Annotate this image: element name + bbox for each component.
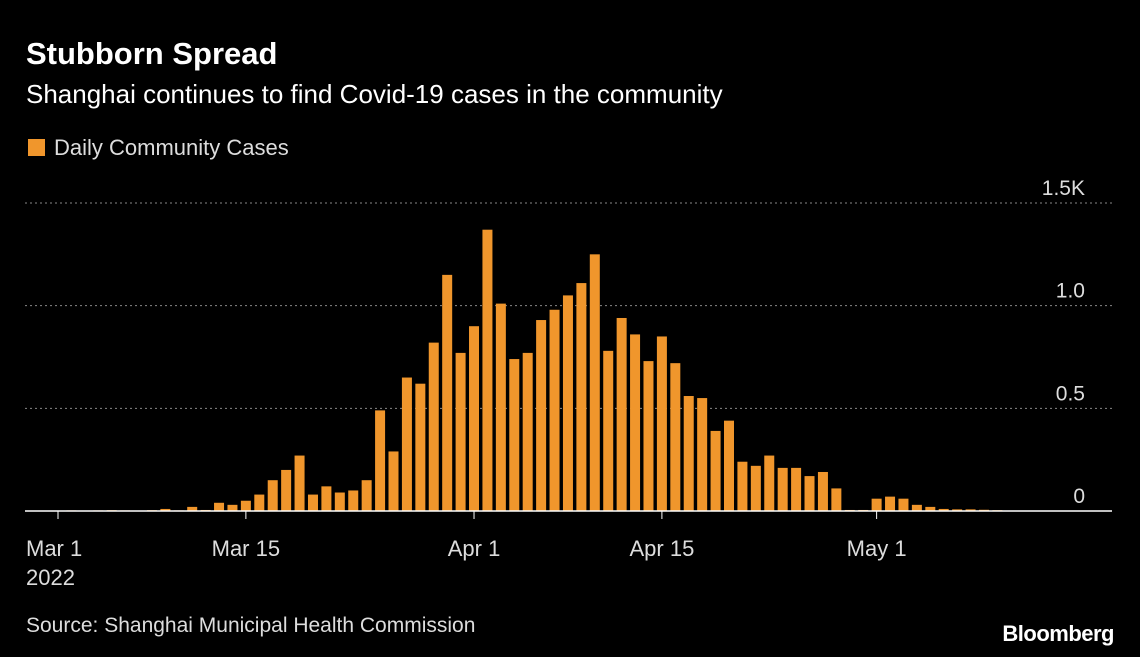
bar [817,471,828,511]
bar [482,229,493,511]
bar [160,508,171,511]
x-tick-label: Apr 15 [629,536,694,561]
bar [214,502,225,511]
bar [885,496,896,511]
chart-title: Stubborn Spread [26,36,277,71]
bar [281,469,292,511]
x-sublabel: 2022 [26,565,75,590]
bar [348,490,359,511]
bar [522,352,533,511]
bar [375,410,386,511]
bar [562,295,573,511]
bar [509,359,520,511]
bar [750,465,761,511]
x-tick-label: Mar 15 [212,536,280,561]
bar [697,398,708,511]
bar [495,303,506,511]
bar [724,420,734,511]
x-tick-label: May 1 [847,536,907,561]
bar [764,455,775,511]
bar [643,361,654,511]
bar [777,467,788,511]
bar [549,309,560,511]
bar [536,320,547,511]
bar [804,476,815,511]
bar [361,480,372,511]
bar [898,498,909,511]
bar [187,506,198,511]
bar [442,274,453,511]
x-tick-label: Mar 1 [26,536,82,561]
bar [267,480,278,511]
bar [871,498,882,511]
y-tick-label: 0 [1073,485,1085,508]
y-tick-label: 1.0 [1056,280,1085,303]
bar [965,509,976,511]
bar [630,334,641,511]
bar [737,461,748,511]
bar [791,467,802,511]
bar [240,500,251,511]
bar [616,317,627,511]
bar [670,363,681,511]
bar [938,508,949,511]
y-tick-label: 1.5K [1042,177,1085,200]
bar [603,350,614,511]
x-tick-label: Apr 1 [448,536,501,561]
logo: Bloomberg [1002,621,1114,646]
bar [334,492,345,511]
bar [321,486,332,511]
chart-subtitle: Shanghai continues to find Covid-19 case… [26,79,723,109]
source: Source: Shanghai Municipal Health Commis… [26,614,475,637]
bar [683,396,694,511]
bar [227,504,238,511]
bar [455,352,466,511]
bar [469,326,480,511]
bar [656,336,667,511]
bar [952,509,963,511]
bar [254,494,265,511]
bar [576,283,587,511]
legend-swatch [28,139,45,156]
bar [428,342,439,511]
bar [415,383,426,511]
bar [710,430,721,511]
y-tick-label: 0.5 [1056,382,1085,405]
legend-label: Daily Community Cases [54,135,289,160]
bar [589,254,600,512]
bar [388,451,399,511]
bar [294,455,305,511]
bar [911,504,922,511]
bar [307,494,318,511]
bar [925,506,936,511]
bar [831,488,842,511]
bar [401,377,412,511]
